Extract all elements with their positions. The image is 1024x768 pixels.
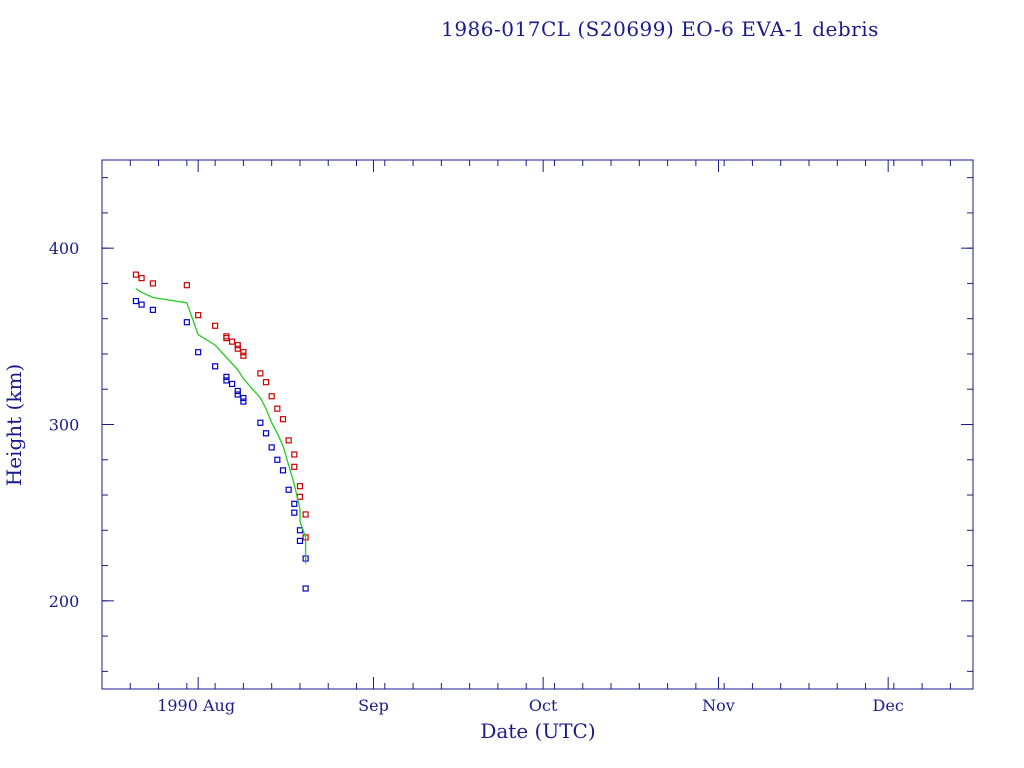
perigee-point [291,509,298,516]
apogee-point [285,437,292,444]
perigee-point [234,391,241,398]
apogee-point [274,405,281,412]
perigee-point [240,394,247,402]
apogee-point [234,345,241,352]
apogee-point [240,349,247,356]
apogee-point [138,275,145,282]
y-tick-label: 300 [49,416,80,435]
plot-frame [101,159,974,690]
perigee-point [223,373,230,380]
apogee-point [296,483,304,490]
apogee-point [149,280,157,287]
perigee-point [279,467,287,474]
perigee-point [234,387,241,395]
x-tick-label: Nov [702,696,735,715]
perigee-point [212,363,219,370]
x-tick-label: 1990 Aug [157,696,235,715]
perigee-point [257,419,264,426]
perigee-point [183,319,190,326]
perigee-point [302,585,309,592]
x-tick-label: Oct [529,696,558,715]
perigee-point [274,456,281,463]
perigee-point [138,301,145,308]
perigee-point [291,500,298,507]
apogee-point [302,511,309,518]
y-axis-title: Height (km) [2,364,26,486]
apogee-point [257,370,264,377]
x-tick-label: Sep [358,696,389,715]
y-tick-label: 400 [49,239,80,258]
perigee-point [296,527,304,534]
apogee-point [279,416,287,423]
apogee-point [183,282,190,289]
x-tick-label: Dec [873,696,904,715]
perigee-point [268,444,275,451]
y-tick-label: 200 [49,592,80,611]
perigee-point [149,306,157,313]
apogee-point [195,312,202,319]
perigee-point [195,349,202,356]
apogee-point [240,352,247,359]
apogee-point [291,451,298,458]
apogee-point [268,393,275,400]
apogee-point [212,322,219,329]
perigee-point [285,486,292,493]
perigee-point [223,377,230,384]
apogee-point [223,333,230,340]
apogee-point [223,334,230,342]
mean-line [135,288,307,564]
apogee-point [291,463,298,470]
perigee-point [228,380,236,388]
perigee-point [132,297,140,305]
tick-labels: 200 300 400 1990 Aug Sep Oct Nov Dec [49,239,904,715]
perigee-point [240,398,247,405]
apogee-point [228,338,236,345]
axis-ticks [102,160,973,689]
apogee-point [262,379,270,386]
data-marks [132,271,309,592]
apogee-point [132,271,140,278]
perigee-point [262,430,270,437]
apogee-point [234,342,241,349]
x-axis-title: Date (UTC) [480,719,595,743]
chart-title: 1986-017CL (S20699) EO-6 EVA-1 debris [441,17,879,41]
perigee-point [296,537,304,544]
